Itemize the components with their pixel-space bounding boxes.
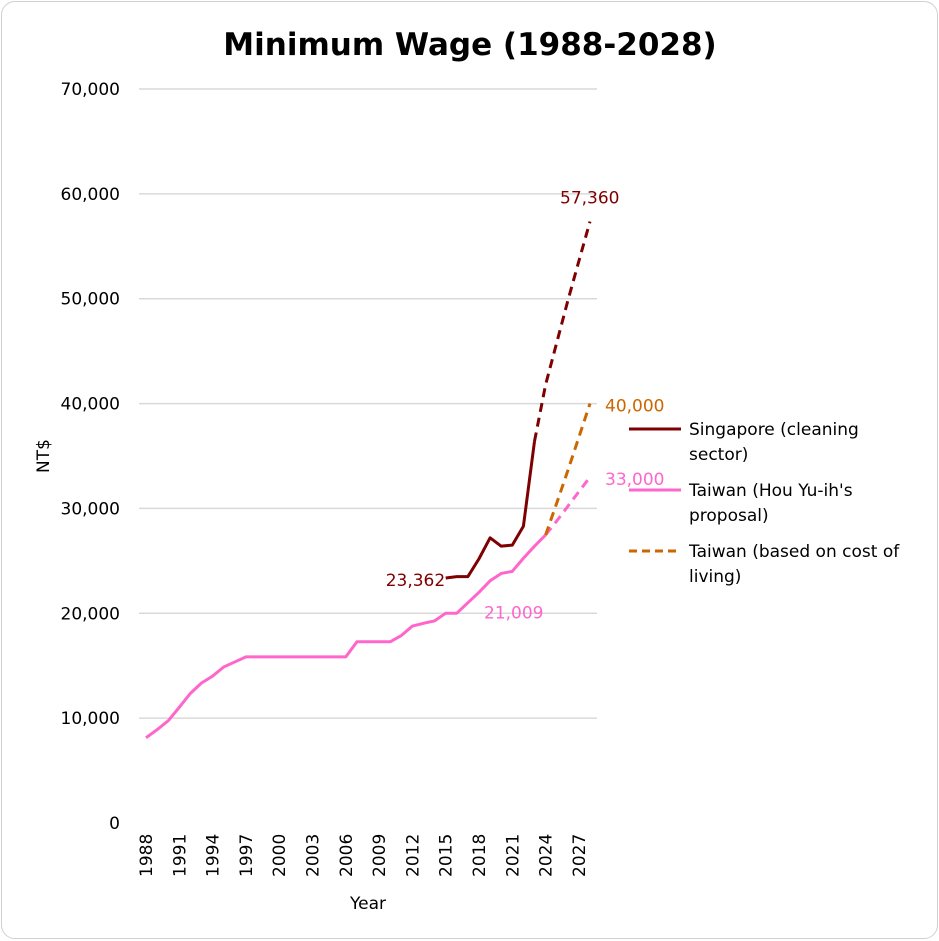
x-tick-label: 2006 <box>337 834 357 877</box>
data-label: 21,009 <box>484 604 543 624</box>
x-tick-label: 2012 <box>403 834 423 877</box>
y-tick-label: 50,000 <box>61 290 120 310</box>
legend-label: Singapore (cleaning <box>689 420 859 440</box>
chart-title: Minimum Wage (1988-2028) <box>223 27 716 63</box>
y-tick-label: 30,000 <box>61 499 120 519</box>
legend-label: living) <box>689 567 741 587</box>
series-line <box>533 221 592 442</box>
x-tick-label: 1994 <box>204 834 224 877</box>
x-tick-label: 1997 <box>237 834 257 877</box>
y-tick-label: 60,000 <box>61 185 120 205</box>
data-label: 57,360 <box>560 189 619 209</box>
x-tick-label: 2009 <box>370 834 390 877</box>
x-tick-label: 1988 <box>137 834 157 877</box>
x-tick-label: 2021 <box>503 834 523 877</box>
series-line <box>145 533 547 739</box>
legend-label: Taiwan (based on cost of <box>688 542 900 562</box>
series-line <box>445 441 536 580</box>
x-tick-label: 2018 <box>470 834 490 877</box>
series-line <box>544 476 592 536</box>
data-label: 40,000 <box>605 397 664 417</box>
x-tick-label: 2003 <box>304 834 324 877</box>
y-tick-label: 70,000 <box>61 80 120 100</box>
x-tick-label: 2015 <box>437 834 457 877</box>
x-tick-label: 2024 <box>537 834 557 877</box>
x-axis-label: Year <box>349 894 386 914</box>
y-tick-label: 40,000 <box>61 395 120 415</box>
legend-label: proposal) <box>689 506 769 526</box>
y-tick-label: 10,000 <box>61 709 120 729</box>
x-tick-label: 2027 <box>570 834 590 877</box>
y-axis-label: NT$ <box>34 439 54 473</box>
x-tick-label: 2000 <box>270 834 290 877</box>
x-tick-label: 1991 <box>170 834 190 877</box>
data-label: 33,000 <box>605 470 664 490</box>
series-line <box>544 403 592 536</box>
legend-label: sector) <box>689 445 748 465</box>
y-tick-label: 20,000 <box>61 604 120 624</box>
legend-label: Taiwan (Hou Yu-ih's <box>688 481 853 501</box>
data-label: 23,362 <box>386 571 445 591</box>
y-tick-label: 0 <box>109 814 120 834</box>
